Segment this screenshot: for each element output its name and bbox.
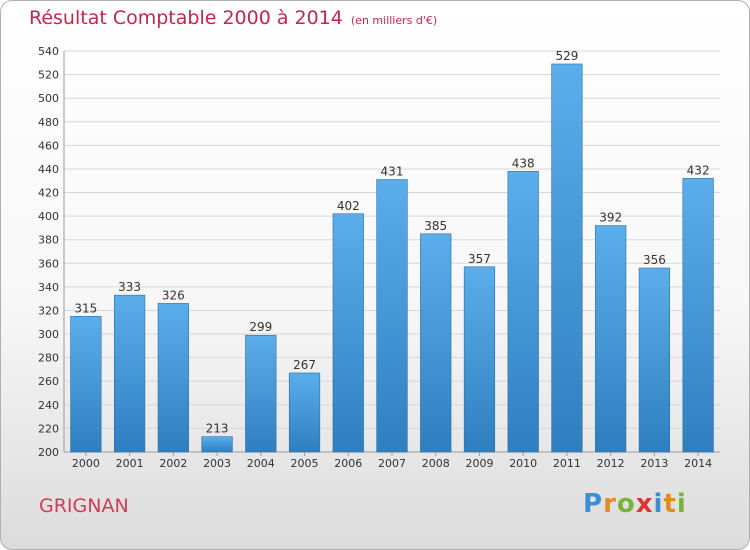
x-axis: 2000 2001 2002 2003 2004 2005 2006 2007 2008 2009… bbox=[72, 452, 712, 470]
data-label: 357 bbox=[468, 252, 491, 266]
bar-2013 bbox=[638, 267, 671, 453]
y-tick-label: 340 bbox=[38, 281, 59, 294]
y-tick-label: 380 bbox=[38, 234, 59, 247]
bar-2010 bbox=[507, 171, 539, 453]
data-label: 438 bbox=[512, 156, 535, 170]
data-label: 402 bbox=[337, 199, 360, 213]
x-tick-label: 2005 bbox=[291, 457, 319, 470]
x-tick-label: 2009 bbox=[465, 457, 493, 470]
y-tick-label: 220 bbox=[38, 422, 59, 435]
data-label: 315 bbox=[74, 301, 97, 315]
bar-2002 bbox=[157, 303, 189, 453]
bar-2011 bbox=[551, 63, 583, 453]
x-tick-label: 2006 bbox=[334, 457, 362, 470]
data-label: 356 bbox=[643, 253, 666, 267]
data-label: 385 bbox=[424, 219, 447, 233]
data-label: 299 bbox=[249, 320, 272, 334]
bar-2014 bbox=[682, 178, 714, 453]
y-axis: 200 220 240 260 280 300 320 340 360 380 400 420 440 4… bbox=[38, 45, 59, 459]
bar-2003 bbox=[201, 436, 233, 453]
y-tick-label: 360 bbox=[38, 257, 59, 270]
data-label: 432 bbox=[687, 163, 710, 177]
y-tick-label: 320 bbox=[38, 304, 59, 317]
x-tick-label: 2007 bbox=[378, 457, 406, 470]
y-tick-label: 480 bbox=[38, 116, 59, 129]
x-tick-label: 2003 bbox=[203, 457, 231, 470]
y-tick-label: 300 bbox=[38, 328, 59, 341]
bar-2005 bbox=[288, 372, 321, 453]
x-tick-label: 2008 bbox=[422, 457, 450, 470]
bar-2009 bbox=[463, 266, 496, 453]
bar-2001 bbox=[113, 294, 146, 453]
chart-subtitle: (en milliers d'€) bbox=[350, 14, 438, 27]
chart-title: Résultat Comptable 2000 à 2014 (en millie… bbox=[29, 7, 437, 29]
data-label: 529 bbox=[555, 49, 578, 63]
x-tick-label: 2013 bbox=[640, 457, 668, 470]
commune-name: GRIGNAN bbox=[39, 495, 129, 517]
x-tick-label: 2011 bbox=[553, 457, 581, 470]
bar-2006 bbox=[332, 213, 364, 453]
x-tick-label: 2004 bbox=[247, 457, 275, 470]
bar-2004 bbox=[245, 334, 277, 453]
y-tick-label: 440 bbox=[38, 163, 59, 176]
x-tick-label: 2012 bbox=[597, 457, 625, 470]
y-tick-label: 540 bbox=[38, 45, 59, 58]
y-tick-label: 280 bbox=[38, 352, 59, 365]
bar-2008 bbox=[420, 233, 452, 453]
chart-title-text: Résultat Comptable 2000 à 2014 bbox=[29, 7, 343, 29]
bar-2007 bbox=[376, 179, 408, 453]
data-label: 333 bbox=[118, 280, 141, 294]
x-tick-label: 2002 bbox=[159, 457, 187, 470]
x-tick-label: 2010 bbox=[509, 457, 537, 470]
y-tick-label: 240 bbox=[38, 399, 59, 412]
bar-2012 bbox=[595, 225, 627, 453]
data-label: 431 bbox=[381, 165, 404, 179]
x-tick-label: 2000 bbox=[72, 457, 100, 470]
data-label: 267 bbox=[293, 358, 316, 372]
y-tick-label: 260 bbox=[38, 375, 59, 388]
y-tick-label: 460 bbox=[38, 139, 59, 152]
y-tick-label: 520 bbox=[38, 69, 59, 82]
y-tick-label: 200 bbox=[38, 446, 59, 459]
data-label: 392 bbox=[599, 211, 622, 225]
y-tick-label: 400 bbox=[38, 210, 59, 223]
data-label: 326 bbox=[162, 288, 185, 302]
bars: 315 333 326 213 299 267 402 431 385 357 438 529 392 3… bbox=[70, 49, 714, 453]
x-tick-label: 2014 bbox=[684, 457, 712, 470]
bar-2000 bbox=[70, 316, 102, 453]
proxiti-logo[interactable]: Proxiti bbox=[583, 489, 687, 519]
y-tick-label: 500 bbox=[38, 92, 59, 105]
data-label: 213 bbox=[206, 422, 229, 436]
y-tick-label: 420 bbox=[38, 187, 59, 200]
x-tick-label: 2001 bbox=[116, 457, 144, 470]
